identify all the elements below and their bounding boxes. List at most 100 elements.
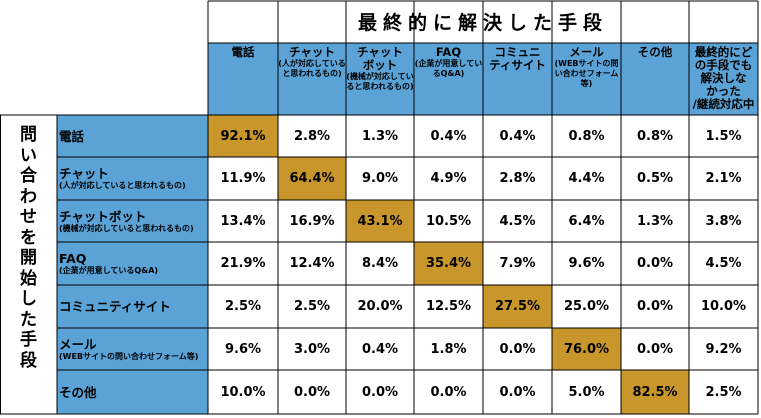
column-header: コミュニ ティサイト — [483, 43, 552, 115]
value-cell: 1.3% — [621, 200, 689, 242]
highlighted-value-cell: 64.4% — [278, 157, 346, 200]
value-cell: 3.8% — [689, 200, 758, 242]
value-cell: 10.0% — [689, 285, 758, 328]
highlighted-value-cell: 82.5% — [621, 370, 689, 414]
row-header-label: チャット — [59, 166, 109, 181]
column-header: メール (WEBサイトの問い合わせフォーム等) — [552, 43, 621, 115]
row-header-label: コミュニティサイト — [59, 299, 171, 314]
value-cell: 9.6% — [552, 242, 621, 285]
value-cell: 0.0% — [346, 370, 414, 414]
column-header-label: メール — [569, 45, 604, 59]
value-cell: 0.5% — [621, 157, 689, 200]
row-header: メール (WEBサイトの問い合わせフォーム等) — [57, 328, 208, 370]
value-cell: 0.0% — [483, 370, 552, 414]
value-cell: 0.0% — [621, 242, 689, 285]
row-header-label: FAQ — [59, 251, 87, 266]
row-header-note: (企業が用意しているQ&A) — [59, 266, 159, 275]
row-axis-title-char: 段 — [20, 350, 37, 371]
row-axis-title-char: せ — [20, 207, 37, 227]
value-cell: 7.9% — [483, 242, 552, 285]
value-cell: 2.1% — [689, 157, 758, 200]
value-cell: 0.0% — [414, 370, 483, 414]
column-header-note: (機械が対応していると思われるもの) — [346, 72, 414, 91]
value-cell: 0.0% — [621, 285, 689, 328]
row-header: チャットボット (機械が対応していると思われるもの) — [57, 200, 208, 242]
value-cell: 0.4% — [414, 115, 483, 157]
row-header-note: (WEBサイトの問い合わせフォーム等) — [59, 351, 199, 361]
column-header-label: チャット — [289, 45, 335, 59]
value-cell: 12.4% — [278, 242, 346, 285]
column-header: その他 — [621, 43, 689, 115]
value-cell: 10.0% — [208, 370, 278, 414]
column-header: FAQ (企業が用意しているQ&A) — [414, 43, 483, 115]
value-cell: 20.0% — [346, 285, 414, 328]
row-axis-title-char: 問 — [20, 125, 37, 145]
row-header: コミュニティサイト — [57, 285, 208, 328]
value-cell: 0.0% — [621, 328, 689, 370]
row-header-label: チャットボット — [59, 208, 147, 224]
column-header: 電話 — [208, 43, 278, 115]
value-cell: 0.8% — [621, 115, 689, 157]
value-cell: 0.0% — [278, 370, 346, 414]
value-cell: 6.4% — [552, 200, 621, 242]
value-cell: 4.9% — [414, 157, 483, 200]
value-cell: 0.4% — [346, 328, 414, 370]
value-cell: 21.9% — [208, 242, 278, 285]
value-cell: 0.0% — [483, 328, 552, 370]
column-header-label: チャット ボット — [357, 45, 403, 72]
row-header-note: (機械が対応していると思われるもの) — [59, 223, 194, 233]
row-header-label: その他 — [59, 384, 97, 400]
row-header-label: 電話 — [59, 128, 85, 144]
value-cell: 1.5% — [689, 115, 758, 157]
row-axis-title-char: を — [20, 227, 37, 248]
value-cell: 1.8% — [414, 328, 483, 370]
column-header-label: 最終的にど の手段でも 解決しな かった /継続対応中 — [692, 45, 755, 111]
highlighted-value-cell: 43.1% — [346, 200, 414, 242]
highlighted-value-cell: 92.1% — [208, 115, 278, 157]
highlighted-value-cell: 27.5% — [483, 285, 552, 328]
row-axis-title-char: 手 — [20, 330, 37, 350]
value-cell: 2.5% — [278, 285, 346, 328]
value-cell: 9.2% — [689, 328, 758, 370]
column-header-note: (企業が用意しているQ&A) — [414, 59, 483, 78]
value-cell: 2.8% — [278, 115, 346, 157]
value-cell: 3.0% — [278, 328, 346, 370]
row-header-note: (人が対応していると思われるもの) — [59, 181, 186, 190]
row-axis-title-char: 合 — [20, 166, 37, 186]
row-axis-title-char: 始 — [20, 268, 37, 289]
value-cell: 9.0% — [346, 157, 414, 200]
row-header-label: メール — [59, 336, 97, 352]
value-cell: 0.4% — [483, 115, 552, 157]
row-axis-title-char: し — [20, 289, 37, 309]
row-header: チャット (人が対応していると思われるもの) — [57, 157, 208, 200]
value-cell: 16.9% — [278, 200, 346, 242]
value-cell: 0.8% — [552, 115, 621, 157]
value-cell: 9.6% — [208, 328, 278, 370]
value-cell: 4.4% — [552, 157, 621, 200]
value-cell: 2.5% — [689, 370, 758, 414]
row-axis-title-char: た — [20, 309, 37, 330]
value-cell: 12.5% — [414, 285, 483, 328]
highlighted-value-cell: 76.0% — [552, 328, 621, 370]
column-header: チャット ボット (機械が対応していると思われるもの) — [346, 43, 414, 115]
row-header: その他 — [57, 370, 208, 414]
row-axis-title-char: 開 — [20, 248, 37, 268]
column-header-label: その他 — [637, 45, 673, 59]
value-cell: 1.3% — [346, 115, 414, 157]
value-cell: 25.0% — [552, 285, 621, 328]
value-cell: 8.4% — [346, 242, 414, 285]
column-header-label: 電話 — [231, 45, 255, 59]
value-cell: 11.9% — [208, 157, 278, 200]
column-header-label: FAQ — [435, 45, 462, 59]
value-cell: 2.5% — [208, 285, 278, 328]
column-header-note: (WEBサイトの問い合わせフォーム等) — [554, 59, 619, 88]
value-cell: 5.0% — [552, 370, 621, 414]
column-header-note: (人が対応していると思われるもの) — [278, 59, 346, 78]
value-cell: 10.5% — [414, 200, 483, 242]
row-axis-title-char: わ — [20, 186, 37, 207]
highlighted-value-cell: 35.4% — [414, 242, 483, 285]
value-cell: 4.5% — [483, 200, 552, 242]
row-axis-title: 問い合わせを開始した手段 — [0, 115, 57, 414]
value-cell: 4.5% — [689, 242, 758, 285]
